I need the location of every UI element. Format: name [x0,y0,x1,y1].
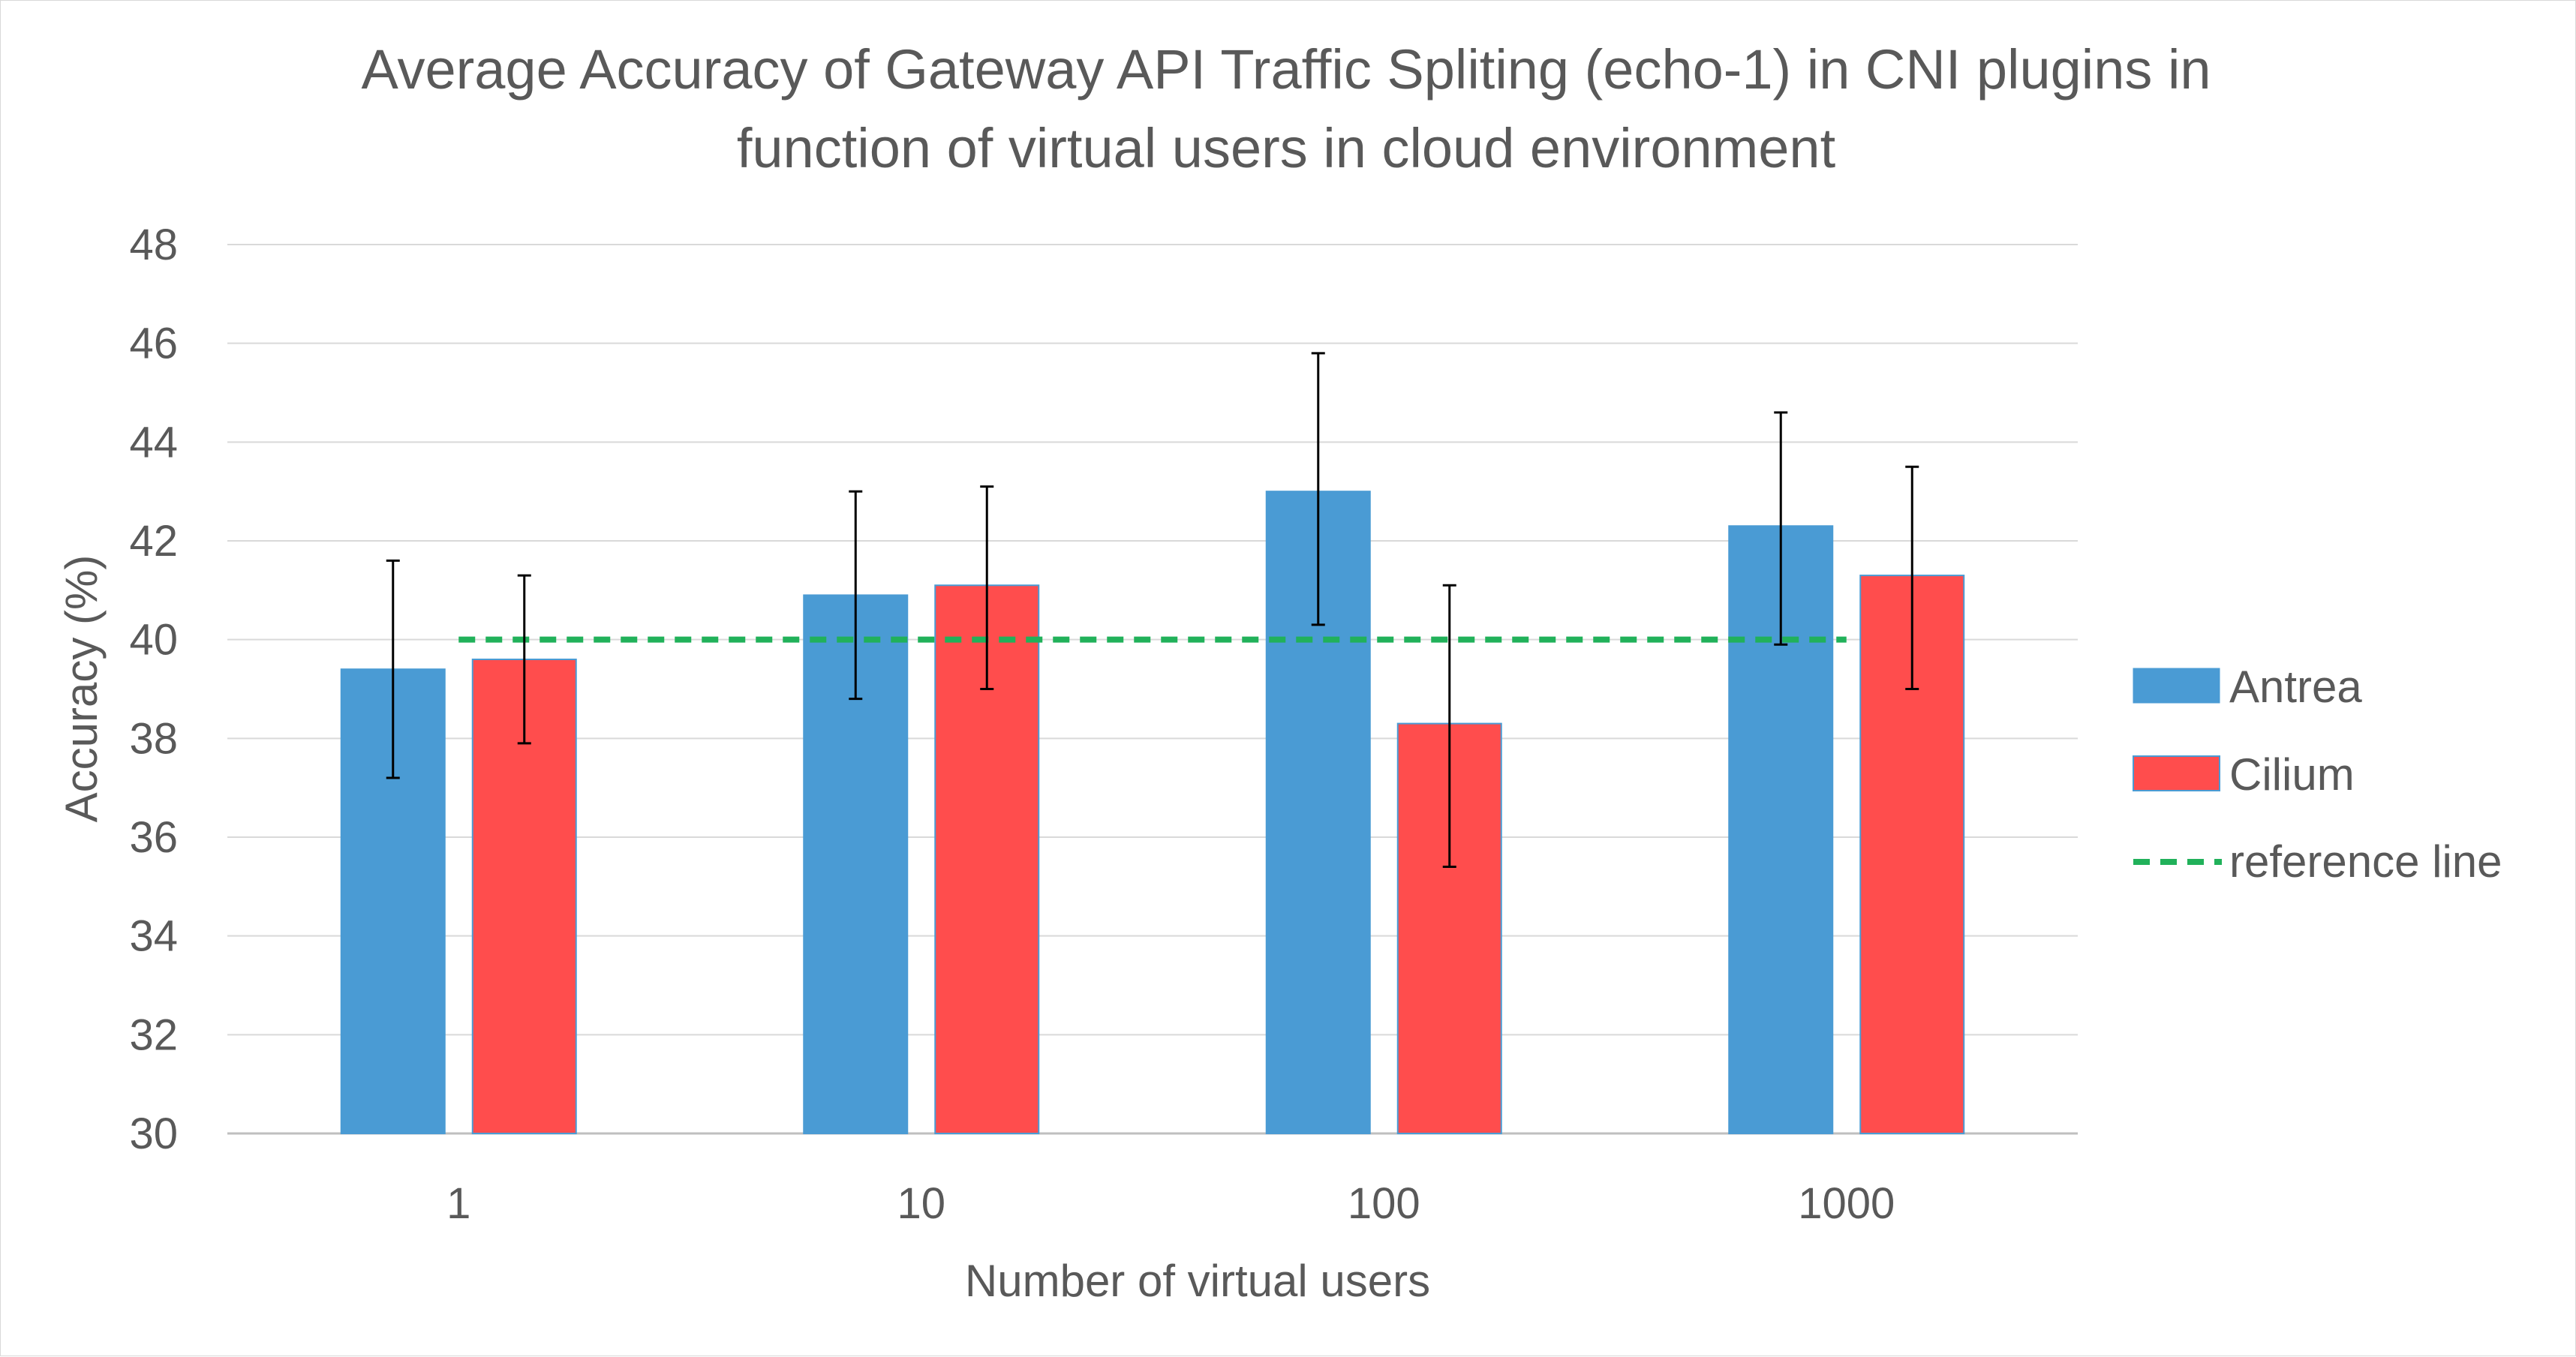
y-tick-labels: 30 32 34 36 38 40 42 44 46 48 [129,221,178,1158]
y-tick-label: 42 [129,517,178,566]
y-tick-label: 46 [129,320,178,368]
y-tick-label: 32 [129,1010,178,1059]
legend-label-reference-line: reference line [2229,836,2502,887]
legend: Antrea Cilium reference line [2133,662,2502,887]
y-tick-label: 34 [129,912,178,961]
y-tick-label: 38 [129,714,178,763]
y-tick-label: 30 [129,1109,178,1158]
bars [340,491,1965,1134]
x-axis-title: Number of virtual users [965,1256,1430,1306]
y-tick-label: 36 [129,813,178,862]
bar-antrea-10 [803,594,909,1134]
y-axis-title: Accuracy (%) [56,555,107,823]
x-tick-labels: 1 10 100 1000 [446,1179,1895,1228]
x-tick-label: 100 [1348,1179,1420,1228]
y-tick-label: 40 [129,616,178,665]
chart-title-line-1: Average Accuracy of Gateway API Traffic … [361,38,2211,101]
x-tick-label: 1000 [1798,1179,1895,1228]
legend-label-cilium: Cilium [2229,749,2355,800]
x-tick-label: 10 [897,1179,945,1228]
legend-swatch-antrea [2133,668,2220,704]
chart-title-line-2: function of virtual users in cloud envir… [737,117,1836,179]
legend-label-antrea: Antrea [2229,662,2362,712]
error-bars [386,352,1919,868]
y-tick-label: 48 [129,221,178,269]
legend-swatch-cilium [2133,755,2220,791]
x-tick-label: 1 [446,1179,470,1228]
y-tick-label: 44 [129,418,178,467]
